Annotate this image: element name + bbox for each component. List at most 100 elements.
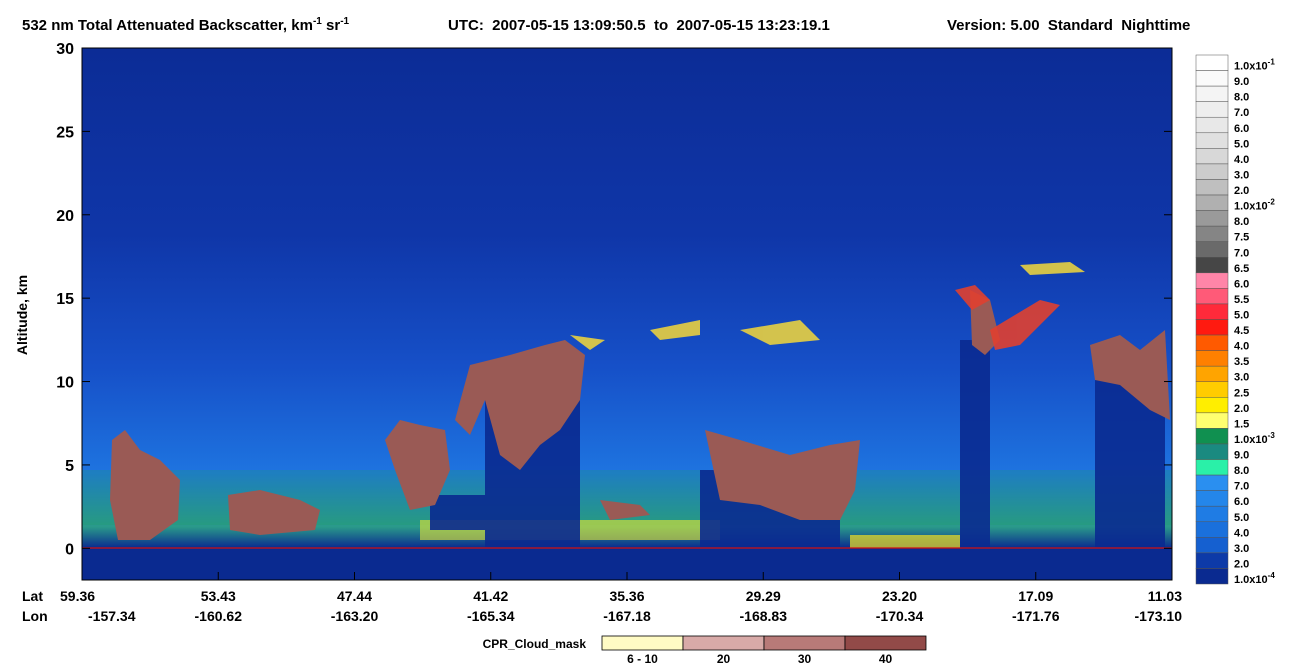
- colorbar-swatch: [1195, 288, 1229, 305]
- lat-label: 29.29: [746, 588, 781, 604]
- colorbar-swatch: [1195, 365, 1229, 382]
- chart-title: 532 nm Total Attenuated Backscatter, km-…: [22, 16, 350, 34]
- colorbar-label: 7.0: [1234, 247, 1249, 259]
- colorbar-label-exp: -2: [1268, 198, 1276, 207]
- colorbar-swatch: [1195, 568, 1229, 585]
- colorbar-label-text: 9.0: [1234, 450, 1249, 462]
- cpr-title: CPR_Cloud_mask: [483, 637, 587, 651]
- colorbar-label-text: 5.0: [1234, 310, 1249, 322]
- colorbar-label-text: 1.0x10: [1234, 434, 1268, 446]
- colorbar-label-text: 2.5: [1234, 387, 1249, 399]
- colorbar-swatch: [1195, 148, 1229, 165]
- colorbar-label: 5.0: [1234, 512, 1249, 524]
- lon-label: -157.34: [88, 608, 136, 624]
- colorbar-swatch: [1195, 303, 1229, 320]
- colorbar-swatch: [1195, 85, 1229, 102]
- colorbar-swatch: [1195, 116, 1229, 134]
- colorbar-swatch: [1195, 505, 1229, 523]
- colorbar-swatch: [1195, 194, 1229, 211]
- colorbar-label-text: 3.0: [1234, 372, 1249, 384]
- colorbar-label-text: 9.0: [1234, 76, 1249, 88]
- lon-label: -170.34: [876, 608, 924, 624]
- colorbar-label-text: 8.0: [1234, 216, 1249, 228]
- colorbar-label: 5.5: [1234, 294, 1249, 306]
- colorbar-swatch: [1195, 459, 1229, 476]
- colorbar-swatch: [1195, 552, 1229, 569]
- colorbar-label: 7.0: [1234, 107, 1249, 119]
- colorbar-label: 1.5: [1234, 418, 1249, 430]
- colorbar-label: 6.0: [1234, 496, 1249, 508]
- colorbar-swatch: [1195, 163, 1229, 180]
- lon-label: -173.10: [1135, 608, 1183, 624]
- colorbar-swatch: [1195, 70, 1229, 87]
- colorbar-swatch: [1195, 210, 1229, 227]
- colorbar-label-text: 5.0: [1234, 512, 1249, 524]
- title-text: sr: [322, 17, 341, 34]
- colorbar-label-text: 2.0: [1234, 185, 1249, 197]
- utc-range: UTC: 2007-05-15 13:09:50.5 to 2007-05-15…: [448, 17, 830, 34]
- colorbar-label: 2.5: [1234, 387, 1249, 399]
- colorbar-label: 8.0: [1234, 92, 1249, 104]
- colorbar-swatch: [1195, 428, 1229, 445]
- y-tick-label: 25: [56, 124, 74, 141]
- cpr-swatch: [682, 635, 765, 651]
- y-tick-label: 10: [56, 375, 74, 392]
- colorbar-swatch: [1195, 101, 1229, 118]
- colorbar-label: 7.0: [1234, 481, 1249, 493]
- y-tick-label: 30: [56, 41, 74, 58]
- colorbar-label-text: 3.0: [1234, 543, 1249, 555]
- lat-label: 35.36: [609, 588, 644, 604]
- cpr-swatch: [763, 635, 846, 651]
- colorbar-swatch: [1195, 334, 1229, 351]
- lat-label: 47.44: [337, 588, 372, 604]
- lon-label: -171.76: [1012, 608, 1060, 624]
- x-row-label: Lat: [22, 588, 43, 604]
- colorbar-label: 7.5: [1234, 232, 1249, 244]
- colorbar-swatch: [1195, 179, 1229, 196]
- lat-label: 41.42: [473, 588, 508, 604]
- lat-label: 59.36: [60, 588, 95, 604]
- colorbar-label: 1.0x10-2: [1234, 198, 1275, 213]
- colorbar-swatch: [1195, 257, 1229, 274]
- colorbar-swatch: [1195, 272, 1229, 289]
- colorbar-label-exp: -4: [1268, 571, 1276, 580]
- lon-label: -167.18: [603, 608, 651, 624]
- lat-label: 53.43: [201, 588, 236, 604]
- colorbar-label-text: 1.0x10: [1234, 201, 1268, 213]
- cpr-swatch: [844, 635, 927, 651]
- y-tick-label: 15: [56, 291, 74, 308]
- colorbar-label-text: 7.0: [1234, 107, 1249, 119]
- y-tick-label: 5: [65, 458, 74, 475]
- colorbar-label-text: 6.0: [1234, 123, 1249, 135]
- lon-label: -168.83: [740, 608, 788, 624]
- colorbar-label-text: 7.0: [1234, 481, 1249, 493]
- colorbar-label: 2.0: [1234, 185, 1249, 197]
- colorbar-label: 1.0x10-4: [1234, 571, 1275, 586]
- title-text: 532 nm Total Attenuated Backscatter, km: [22, 17, 313, 34]
- colorbar-label-text: 4.5: [1234, 325, 1249, 337]
- colorbar-label-text: 3.5: [1234, 356, 1249, 368]
- colorbar-swatch: [1195, 397, 1229, 414]
- colorbar-label: 6.0: [1234, 278, 1249, 290]
- colorbar-label-text: 8.0: [1234, 465, 1249, 477]
- colorbar-label: 3.0: [1234, 543, 1249, 555]
- colorbar-swatch: [1195, 241, 1229, 258]
- colorbar-label-text: 8.0: [1234, 92, 1249, 104]
- colorbar-label: 8.0: [1234, 216, 1249, 228]
- lat-label: 23.20: [882, 588, 917, 604]
- colorbar-swatch: [1195, 412, 1229, 429]
- colorbar-label: 1.0x10-3: [1234, 431, 1275, 446]
- colorbar-label: 3.5: [1234, 356, 1249, 368]
- title-sup: -1: [313, 16, 322, 27]
- x-row-label: Lon: [22, 608, 48, 624]
- colorbar-label-text: 4.0: [1234, 154, 1249, 166]
- colorbar-label: 1.0x10-1: [1234, 58, 1275, 73]
- colorbar-label: 6.0: [1234, 123, 1249, 135]
- colorbar-label: 4.0: [1234, 154, 1249, 166]
- colorbar-swatch: [1195, 132, 1229, 149]
- lat-label: 17.09: [1018, 588, 1053, 604]
- colorbar-label-text: 6.5: [1234, 263, 1249, 275]
- colorbar-label-text: 6.0: [1234, 278, 1249, 290]
